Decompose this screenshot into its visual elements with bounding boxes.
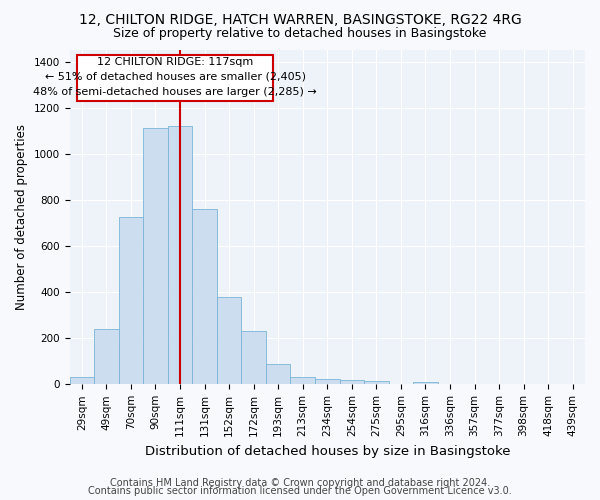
Bar xyxy=(315,378,340,384)
Bar xyxy=(119,217,143,384)
Bar xyxy=(168,126,192,384)
Bar xyxy=(70,378,94,384)
Text: Size of property relative to detached houses in Basingstoke: Size of property relative to detached ho… xyxy=(113,28,487,40)
Bar xyxy=(217,296,241,384)
Bar xyxy=(290,378,315,384)
FancyBboxPatch shape xyxy=(77,54,273,100)
Text: Contains HM Land Registry data © Crown copyright and database right 2024.: Contains HM Land Registry data © Crown c… xyxy=(110,478,490,488)
Y-axis label: Number of detached properties: Number of detached properties xyxy=(15,124,28,310)
Bar xyxy=(364,381,389,384)
X-axis label: Distribution of detached houses by size in Basingstoke: Distribution of detached houses by size … xyxy=(145,444,510,458)
Bar xyxy=(266,364,290,384)
Bar xyxy=(413,382,438,384)
Text: Contains public sector information licensed under the Open Government Licence v3: Contains public sector information licen… xyxy=(88,486,512,496)
Text: 48% of semi-detached houses are larger (2,285) →: 48% of semi-detached houses are larger (… xyxy=(33,86,317,97)
Text: 12, CHILTON RIDGE, HATCH WARREN, BASINGSTOKE, RG22 4RG: 12, CHILTON RIDGE, HATCH WARREN, BASINGS… xyxy=(79,12,521,26)
Bar xyxy=(241,332,266,384)
Bar xyxy=(94,329,119,384)
Bar xyxy=(143,128,168,384)
Text: 12 CHILTON RIDGE: 117sqm: 12 CHILTON RIDGE: 117sqm xyxy=(97,56,253,66)
Bar xyxy=(192,209,217,384)
Bar xyxy=(340,380,364,384)
Text: ← 51% of detached houses are smaller (2,405): ← 51% of detached houses are smaller (2,… xyxy=(44,72,305,82)
